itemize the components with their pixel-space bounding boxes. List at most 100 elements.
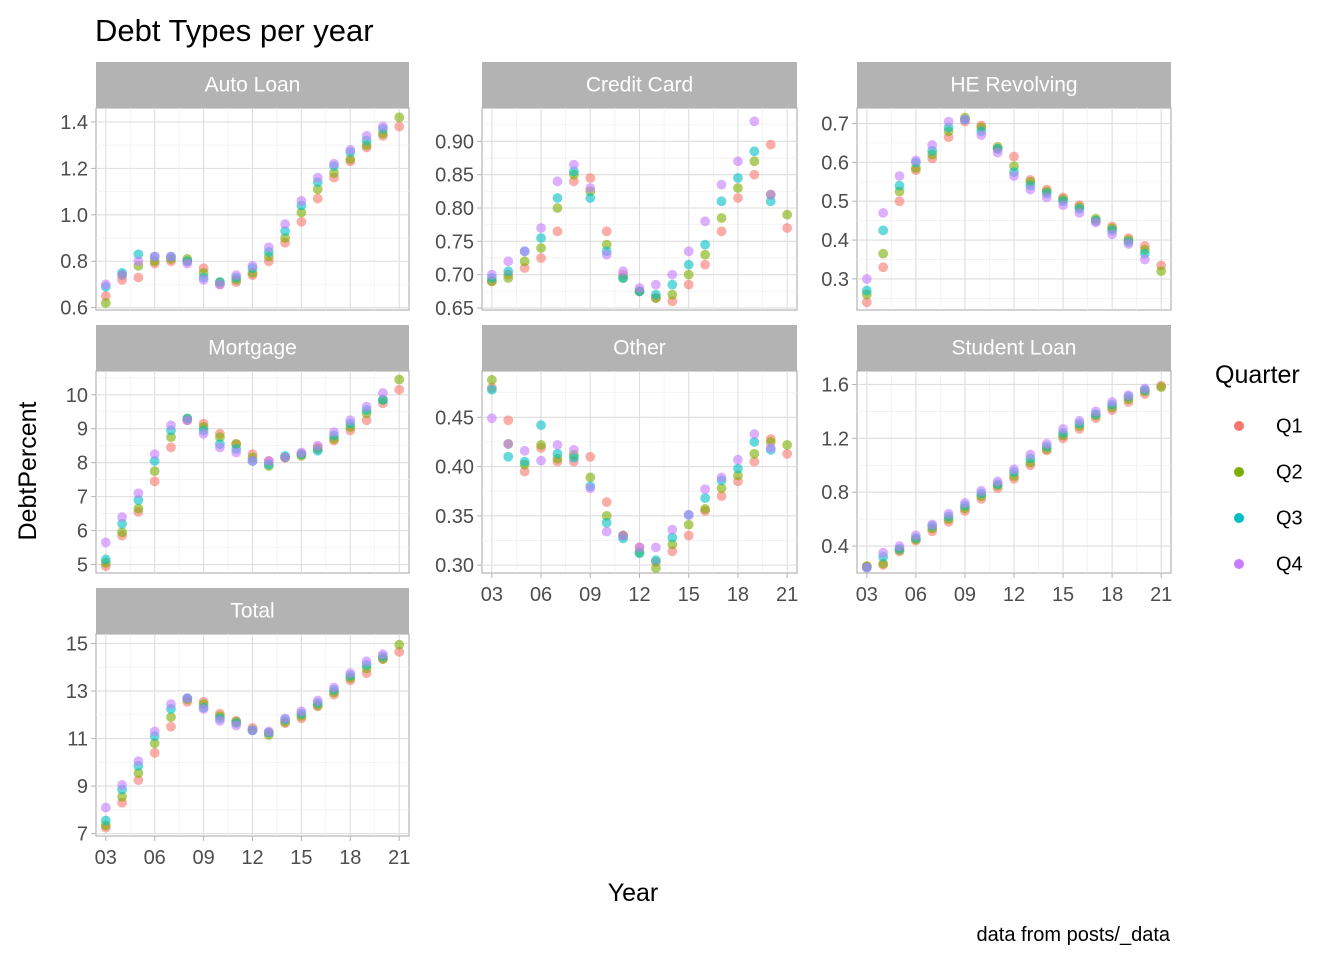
legend-label-q2: Q2 [1276, 461, 1303, 483]
point-mortgage-q2-2005 [133, 503, 144, 514]
point-credit-card-q4-2016 [700, 216, 711, 227]
point-mortgage-q3-2005 [133, 495, 144, 505]
point-student-loan-q4-2005 [894, 541, 905, 551]
y-tick-label-other: 0.45 [435, 407, 474, 429]
point-credit-card-q4-2009 [585, 183, 596, 193]
point-other-q4-2014 [667, 524, 678, 535]
y-tick-label-student-loan: 0.4 [821, 536, 849, 558]
point-credit-card-q3-2016 [700, 239, 711, 250]
point-auto-loan-q4-2012 [247, 260, 258, 271]
point-credit-card-q3-2018 [733, 173, 743, 183]
point-credit-card-q4-2004 [503, 256, 514, 267]
point-he-revolving-q4-2018 [1107, 229, 1118, 240]
y-tick-label-total: 7 [77, 824, 88, 846]
x-tick-label-student-loan: 18 [1101, 584, 1123, 606]
point-total-q2-2004 [117, 791, 127, 802]
y-tick-label-credit-card: 0.80 [435, 198, 474, 220]
series-auto-loan-q4 [100, 121, 388, 290]
point-other-q1-2015 [683, 530, 694, 541]
point-mortgage-q4-2017 [329, 427, 339, 438]
point-mortgage-q4-2005 [133, 488, 144, 499]
point-total-q4-2015 [296, 706, 307, 717]
x-axis-title: Year [608, 879, 659, 907]
panel-total: Total 7 9 11 13 15 03 06 09 12 15 18 21 [66, 588, 410, 869]
point-other-q4-2015 [683, 509, 694, 520]
point-other-q3-2013 [651, 555, 661, 566]
point-student-loan-q4-2014 [1041, 438, 1052, 449]
point-other-q4-2009 [585, 483, 596, 494]
point-other-q4-2013 [651, 542, 661, 553]
point-credit-card-q4-2018 [733, 156, 743, 167]
point-credit-card-q3-2013 [651, 289, 661, 300]
point-credit-card-q2-2006 [536, 243, 546, 253]
point-mortgage-q4-2015 [296, 447, 307, 458]
x-tick-label-total: 06 [144, 847, 166, 869]
x-tick-label-student-loan: 06 [905, 584, 927, 606]
point-auto-loan-q3-2005 [133, 249, 144, 260]
y-tick-label-he-revolving: 0.4 [821, 230, 849, 252]
y-tick-label-other: 0.30 [435, 555, 474, 577]
point-credit-card-q4-2008 [568, 159, 579, 170]
point-he-revolving-q4-2007 [927, 140, 938, 150]
legend-key-q2 [1234, 467, 1244, 477]
point-other-q2-2003 [486, 374, 497, 385]
point-credit-card-q4-2003 [486, 269, 497, 280]
point-other-q3-2004 [503, 451, 514, 462]
point-mortgage-q2-2010 [214, 432, 225, 443]
point-credit-card-q4-2006 [536, 223, 546, 233]
point-mortgage-q3-2004 [117, 518, 127, 529]
point-auto-loan-q2-2018 [345, 154, 356, 164]
point-other-q2-2019 [749, 448, 760, 459]
grid-student-loan [857, 371, 1171, 573]
y-tick-label-mortgage: 6 [77, 521, 88, 543]
strip-label-credit-card: Credit Card [586, 74, 693, 97]
legend-title: Quarter [1215, 361, 1300, 389]
point-student-loan-q4-2015 [1058, 424, 1068, 434]
legend-entry-q1: Q1 [1234, 415, 1303, 437]
point-other-q4-2020 [765, 442, 776, 453]
point-total-q4-2016 [312, 695, 323, 706]
point-student-loan-q4-2016 [1074, 415, 1085, 426]
point-other-q4-2006 [536, 455, 546, 466]
point-auto-loan-q4-2013 [263, 242, 274, 253]
point-he-revolving-q2-2021 [1156, 266, 1167, 277]
series-other-q1 [486, 382, 793, 568]
point-credit-card-q1-2015 [683, 279, 694, 290]
series-other-q4 [486, 413, 776, 553]
legend: Quarter Q1 Q2 Q3 Q4 [1215, 361, 1303, 575]
point-auto-loan-q4-2020 [378, 121, 388, 132]
point-mortgage-q1-2021 [394, 384, 405, 395]
point-credit-card-q2-2017 [716, 213, 727, 223]
x-tick-label-total: 12 [241, 847, 263, 869]
point-he-revolving-q4-2016 [1074, 207, 1085, 218]
strip-credit-card [482, 62, 797, 108]
point-auto-loan-q1-2015 [296, 216, 307, 227]
point-credit-card-q4-2020 [765, 189, 776, 200]
x-tick-label-student-loan: 21 [1150, 584, 1172, 606]
point-he-revolving-q4-2020 [1139, 254, 1150, 265]
y-tick-label-student-loan: 1.6 [821, 374, 849, 396]
point-credit-card-q3-2004 [503, 266, 514, 277]
point-total-q4-2018 [345, 668, 356, 679]
point-other-q3-2007 [552, 448, 563, 459]
point-total-q2-2021 [394, 639, 405, 650]
y-tick-label-total: 11 [67, 729, 88, 751]
point-credit-card-q4-2015 [683, 246, 694, 257]
point-other-q2-2018 [733, 470, 743, 481]
y-tick-label-student-loan: 1.2 [821, 428, 849, 450]
point-other-q3-2019 [749, 437, 760, 447]
legend-entry-q3: Q3 [1234, 507, 1303, 529]
point-he-revolving-q4-2006 [910, 155, 921, 166]
point-other-q3-2016 [700, 493, 711, 504]
y-tick-label-total: 9 [77, 776, 88, 798]
point-credit-card-q1-2009 [585, 173, 596, 183]
x-tick-label-other: 09 [579, 584, 601, 606]
point-credit-card-q2-2015 [683, 269, 694, 280]
point-total-q4-2006 [149, 726, 160, 737]
panel-he-revolving: HE Revolving 0.3 0.4 0.5 0.6 0.7 [821, 62, 1172, 311]
point-student-loan-q2-2004 [878, 558, 889, 569]
strip-label-he-revolving: HE Revolving [950, 74, 1077, 97]
legend-key-q4 [1234, 559, 1244, 569]
point-total-q4-2007 [166, 699, 176, 710]
point-he-revolving-q4-2010 [976, 130, 987, 141]
